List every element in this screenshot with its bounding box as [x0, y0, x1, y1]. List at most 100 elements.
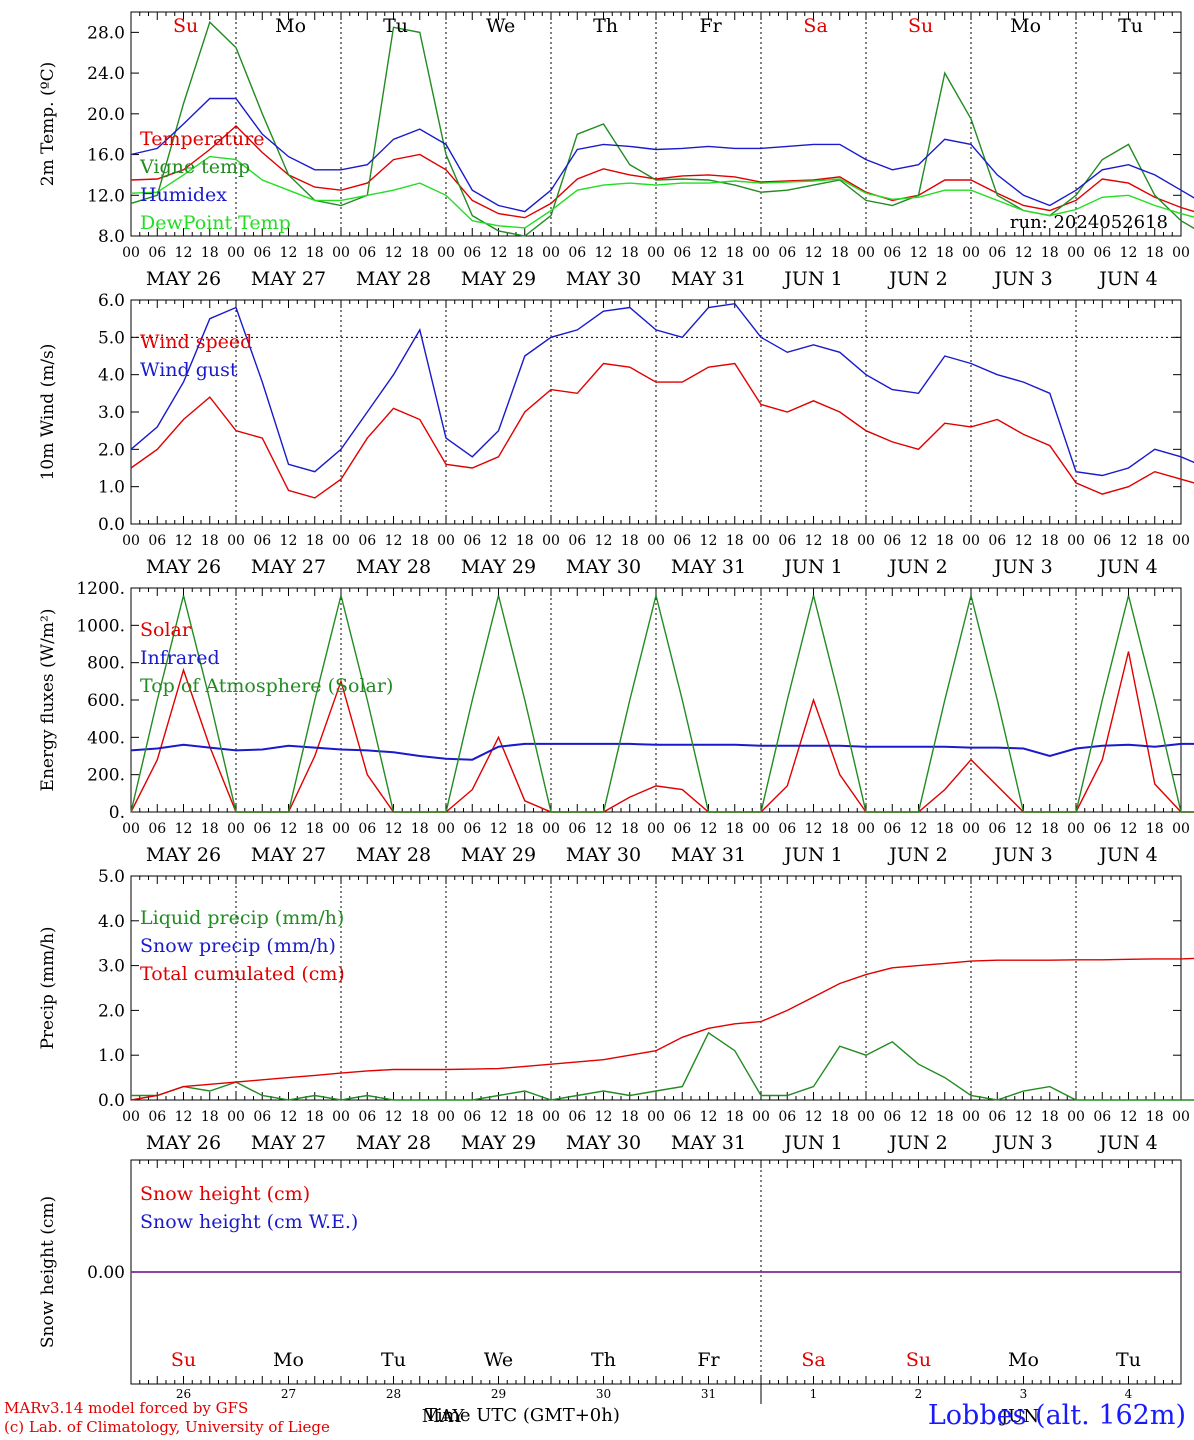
- hour-tick-label: 12: [175, 821, 193, 837]
- day-number: 1: [810, 1387, 818, 1401]
- y-tick-label: 400.: [87, 728, 125, 748]
- series-line-dewpoint-temp: [130, 155, 1194, 229]
- time-axis-title: Time UTC (GMT+0h): [425, 1405, 620, 1426]
- hour-tick-label: 12: [1120, 821, 1138, 837]
- legend-entry: Top of Atmosphere (Solar): [140, 675, 393, 697]
- hour-tick-label: 18: [726, 821, 744, 837]
- hour-tick-label: 12: [805, 821, 823, 837]
- weekday-label: Fr: [697, 1349, 720, 1371]
- hour-tick-label: 06: [463, 821, 481, 837]
- hour-tick-label: 18: [201, 821, 219, 837]
- y-axis-label: Precip (mm/h): [38, 926, 58, 1049]
- hour-tick-label: 18: [621, 1109, 639, 1125]
- day-number: 30: [596, 1387, 611, 1401]
- hour-tick-label: 00: [437, 821, 455, 837]
- hour-tick-label: 06: [1093, 1109, 1111, 1125]
- hour-tick-label: 00: [1172, 533, 1190, 549]
- run-annotation: run: 2024052618: [1010, 212, 1168, 233]
- date-label: JUN 1: [782, 1132, 842, 1154]
- hour-tick-label: 00: [437, 1109, 455, 1125]
- hour-tick-label: 06: [463, 533, 481, 549]
- hour-tick-label: 12: [910, 533, 928, 549]
- date-label: MAY 30: [566, 556, 641, 578]
- hour-tick-label: 06: [358, 533, 376, 549]
- hour-tick-label: 18: [936, 1109, 954, 1125]
- hour-tick-label: 06: [1093, 245, 1111, 261]
- hour-tick-label: 12: [280, 1109, 298, 1125]
- y-tick-label: 800.: [87, 654, 125, 674]
- hour-tick-label: 06: [883, 533, 901, 549]
- hour-tick-label: 06: [673, 1109, 691, 1125]
- hour-tick-label: 06: [988, 533, 1006, 549]
- series-line-total-cumulated-cm-: [130, 957, 1194, 1101]
- hour-tick-label: 00: [962, 821, 980, 837]
- hour-tick-label: 18: [726, 533, 744, 549]
- panel-precip: 0.0 1.0 2.0 3.0 4.0 5.0 Precip (mm/h) Liquid pr…: [38, 867, 1194, 1154]
- hour-tick-label: 00: [647, 533, 665, 549]
- hour-tick-label: 00: [122, 245, 140, 261]
- y-tick-label: 0.0: [98, 515, 125, 535]
- weekday-label: Tu: [1116, 1349, 1141, 1371]
- y-tick-label: 5.0: [98, 328, 125, 348]
- hour-tick-label: 12: [385, 1109, 403, 1125]
- hour-tick-label: 00: [1067, 245, 1085, 261]
- day-number: 28: [386, 1387, 401, 1401]
- hour-tick-label: 06: [778, 1109, 796, 1125]
- hour-tick-label: 06: [673, 821, 691, 837]
- hour-tick-label: 06: [253, 245, 271, 261]
- hour-tick-label: 12: [385, 533, 403, 549]
- hour-tick-label: 00: [542, 245, 560, 261]
- hour-tick-label: 00: [857, 1109, 875, 1125]
- y-axis-label: 10m Wind (m/s): [38, 344, 58, 481]
- y-tick-label: 3.0: [98, 403, 125, 423]
- weekday-label: Su: [173, 15, 198, 37]
- hour-tick-label: 12: [490, 1109, 508, 1125]
- y-tick-label: 5.0: [98, 867, 125, 887]
- series-line-wind-gust: [130, 302, 1194, 477]
- weekday-label: Th: [591, 1349, 616, 1371]
- day-number: 31: [701, 1387, 716, 1401]
- day-number: 4: [1125, 1387, 1133, 1401]
- date-label: JUN 4: [1097, 556, 1157, 578]
- hour-tick-label: 18: [831, 821, 849, 837]
- series-line-humidex: [130, 97, 1194, 213]
- hour-tick-label: 00: [1172, 821, 1190, 837]
- date-label: MAY 31: [671, 268, 746, 290]
- y-tick-label: 12.0: [87, 186, 125, 206]
- hour-tick-label: 18: [621, 533, 639, 549]
- y-tick-label: 1200.: [76, 579, 125, 599]
- y-axis-label: Snow height (cm): [38, 1196, 58, 1348]
- date-label: MAY 26: [146, 1132, 221, 1154]
- hour-tick-label: 12: [910, 821, 928, 837]
- hour-tick-label: 18: [1041, 533, 1059, 549]
- date-label: MAY 30: [566, 1132, 641, 1154]
- hour-tick-label: 12: [910, 1109, 928, 1125]
- date-label: MAY 26: [146, 556, 221, 578]
- month-label: MAY: [422, 1406, 466, 1427]
- y-tick-label: 0.0: [98, 1091, 125, 1111]
- hour-tick-label: 06: [253, 1109, 271, 1125]
- date-label: MAY 27: [251, 844, 326, 866]
- hour-tick-label: 06: [988, 245, 1006, 261]
- hour-tick-label: 00: [542, 533, 560, 549]
- hour-tick-label: 12: [385, 821, 403, 837]
- hour-tick-label: 06: [148, 245, 166, 261]
- hour-tick-label: 00: [227, 1109, 245, 1125]
- weekday-label: Su: [171, 1349, 196, 1371]
- model-credit-line2: (c) Lab. of Climatology, University of L…: [4, 1418, 330, 1436]
- date-label: MAY 27: [251, 556, 326, 578]
- legend-entry: Snow height (cm): [140, 1183, 310, 1205]
- hour-tick-label: 18: [1041, 1109, 1059, 1125]
- hour-tick-label: 00: [752, 245, 770, 261]
- weekday-label: Tu: [383, 15, 408, 37]
- hour-tick-label: 12: [1015, 533, 1033, 549]
- series-line-infrared: [130, 742, 1194, 761]
- hour-tick-label: 00: [437, 245, 455, 261]
- y-tick-label: 1000.: [76, 616, 125, 636]
- hour-tick-label: 06: [988, 1109, 1006, 1125]
- hour-tick-label: 18: [411, 821, 429, 837]
- hour-tick-label: 00: [1172, 1109, 1190, 1125]
- date-label: JUN 3: [992, 556, 1052, 578]
- date-label: MAY 28: [356, 268, 431, 290]
